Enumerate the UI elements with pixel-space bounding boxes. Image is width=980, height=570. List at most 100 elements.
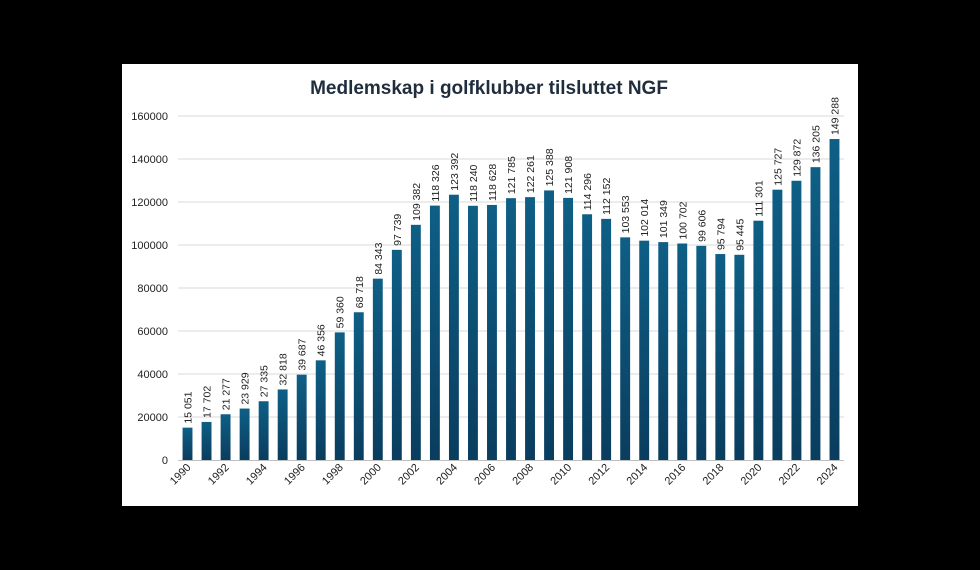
data-label: 95 445 [734, 219, 746, 251]
y-tick-label: 120000 [131, 197, 168, 209]
data-label: 122 261 [525, 155, 537, 193]
bar [239, 408, 250, 460]
chart-title: Medlemskap i golfklubber tilsluttet NGF [310, 78, 668, 99]
x-tick-label: 2000 [358, 462, 384, 488]
bar [544, 190, 555, 460]
x-tick-label: 2024 [815, 462, 841, 488]
data-label: 23 929 [240, 372, 252, 404]
data-label: 109 382 [411, 183, 423, 221]
data-label: 125 727 [772, 148, 784, 186]
x-axis-ticks: 1990 1992 1994 1996 1998 2000 2002 2004 2006 2008… [168, 462, 841, 488]
bar [734, 254, 745, 460]
data-labels: 15 051 17 702 21 277 23 929 27 335 32 818 39 6… [183, 97, 842, 424]
data-label: 68 718 [354, 276, 366, 308]
bar [182, 427, 193, 460]
data-label: 84 343 [373, 242, 385, 274]
data-label: 118 326 [430, 164, 442, 201]
bar [429, 205, 440, 460]
x-tick-label: 2020 [739, 462, 765, 488]
bars [182, 139, 840, 461]
x-tick-label: 2002 [396, 462, 422, 488]
bar [753, 220, 764, 460]
bar [677, 243, 688, 460]
y-tick-label: 80000 [137, 283, 168, 295]
bar [201, 421, 212, 460]
bar [810, 167, 821, 460]
y-tick-label: 160000 [131, 111, 168, 123]
data-label: 101 349 [658, 200, 670, 238]
bar [448, 194, 459, 460]
bar [258, 401, 269, 460]
data-label: 100 702 [677, 201, 689, 239]
data-label: 136 205 [810, 125, 822, 163]
y-tick-label: 100000 [131, 240, 168, 252]
bar [487, 204, 497, 460]
x-tick-label: 1990 [168, 462, 194, 488]
x-tick-label: 2018 [701, 462, 727, 488]
data-label: 103 553 [620, 195, 632, 233]
x-tick-label: 2022 [777, 462, 803, 488]
x-tick-label: 2014 [625, 462, 651, 488]
bar [620, 237, 631, 460]
bar [563, 197, 574, 460]
data-label: 111 301 [753, 180, 765, 217]
bar-chart: Medlemskap i golfklubber tilsluttet NGF … [131, 78, 844, 488]
y-tick-label: 20000 [137, 412, 168, 424]
x-tick-label: 2012 [586, 462, 612, 488]
data-label: 121 908 [563, 156, 575, 194]
x-tick-label: 1994 [244, 462, 270, 488]
chart-panel: Medlemskap i golfklubber tilsluttet NGF … [122, 64, 858, 506]
x-tick-label: 1992 [206, 462, 232, 488]
data-label: 114 296 [582, 173, 594, 210]
data-label: 95 794 [715, 218, 727, 250]
data-label: 59 360 [335, 296, 347, 328]
data-label: 97 739 [392, 214, 404, 246]
bar [334, 332, 345, 460]
data-label: 17 702 [202, 386, 214, 418]
data-label: 129 872 [791, 139, 803, 177]
data-label: 112 152 [601, 178, 613, 215]
data-label: 46 356 [316, 324, 328, 356]
bar [391, 249, 402, 460]
x-tick-label: 1996 [282, 462, 308, 488]
bar [353, 312, 364, 460]
bar [601, 218, 612, 460]
bar [296, 374, 307, 460]
data-label: 102 014 [639, 199, 651, 237]
bar [658, 242, 669, 460]
y-axis-ticks: 0 20000 40000 60000 80000 100000 120000 140000 1… [131, 111, 168, 467]
data-label: 21 277 [221, 378, 233, 410]
x-tick-label: 2004 [434, 462, 460, 488]
bar [467, 205, 478, 460]
data-label: 99 606 [696, 210, 708, 242]
bar [696, 245, 707, 460]
data-label: 149 288 [829, 97, 841, 135]
data-label: 32 818 [278, 353, 290, 385]
bar [582, 214, 593, 460]
data-label: 39 687 [297, 338, 309, 370]
bar [715, 254, 726, 460]
bar [315, 360, 326, 460]
bar [506, 198, 516, 461]
data-label: 27 335 [259, 365, 271, 397]
data-label: 123 392 [449, 153, 461, 191]
y-tick-label: 40000 [137, 369, 168, 381]
data-label: 118 240 [468, 164, 480, 201]
bar [410, 224, 421, 460]
bar [829, 139, 840, 460]
x-tick-label: 2016 [663, 462, 689, 488]
x-tick-label: 2008 [510, 462, 536, 488]
data-label: 121 785 [506, 156, 518, 194]
y-tick-label: 0 [162, 455, 168, 467]
x-tick-label: 2006 [472, 462, 498, 488]
bar [220, 414, 231, 460]
bar [525, 197, 535, 460]
y-tick-label: 140000 [131, 154, 168, 166]
data-label: 15 051 [183, 391, 195, 423]
y-tick-label: 60000 [137, 326, 168, 338]
bar [791, 180, 802, 460]
x-tick-label: 1998 [320, 462, 346, 488]
data-label: 118 628 [487, 164, 499, 201]
x-tick-label: 2010 [548, 462, 574, 488]
bar [372, 278, 383, 460]
